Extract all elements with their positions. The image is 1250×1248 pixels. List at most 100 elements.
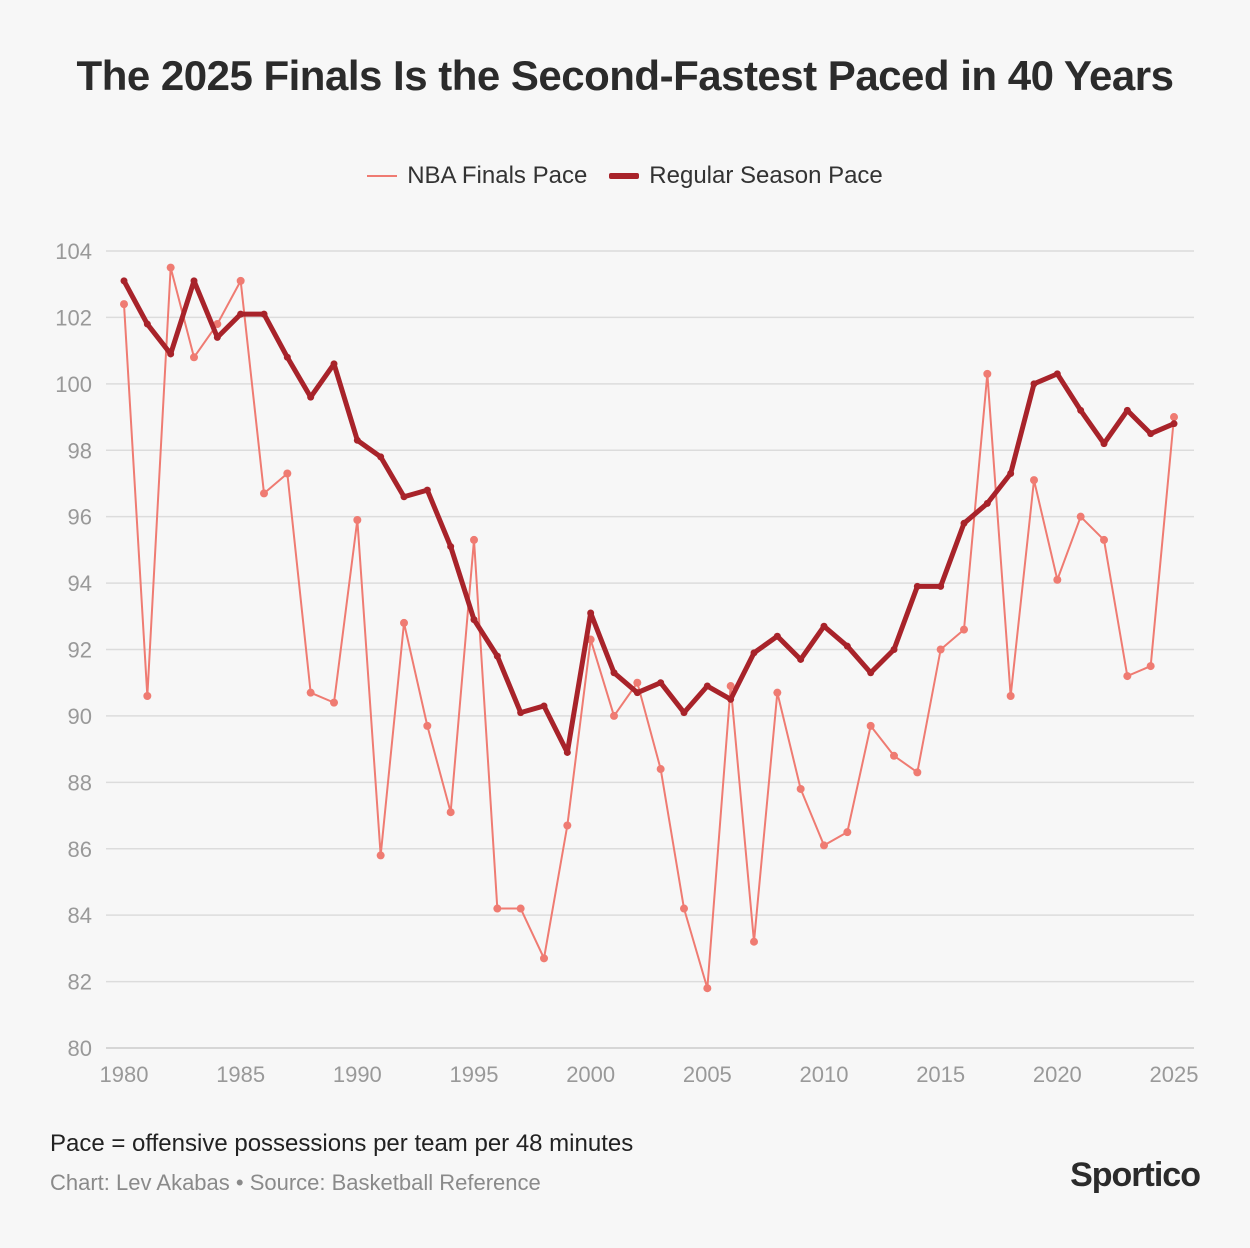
point-regular-2011 bbox=[843, 642, 851, 650]
x-tick-label-1990: 1990 bbox=[333, 1062, 382, 1087]
point-regular-2018 bbox=[1007, 469, 1015, 477]
y-axis-ticks: 80 82 84 86 88 90 92 94 96 98 100 102 104 bbox=[55, 239, 92, 1061]
point-regular-2024 bbox=[1147, 430, 1155, 438]
point-regular-1981 bbox=[143, 320, 151, 328]
y-tick-label-104: 104 bbox=[55, 239, 92, 264]
point-regular-2004 bbox=[680, 709, 688, 717]
point-regular-2010 bbox=[820, 622, 828, 630]
point-regular-1996 bbox=[493, 652, 501, 660]
point-finals-2004 bbox=[680, 904, 688, 913]
point-finals-2007 bbox=[750, 937, 758, 946]
point-finals-1998 bbox=[540, 954, 548, 963]
chart-legend: NBA Finals Pace Regular Season Pace bbox=[0, 162, 1250, 190]
point-finals-1996 bbox=[493, 904, 502, 913]
y-tick-label-100: 100 bbox=[55, 372, 92, 397]
series-line-finals bbox=[123, 266, 1175, 990]
point-finals-2009 bbox=[796, 784, 805, 793]
point-finals-1980 bbox=[120, 300, 128, 309]
legend-label-regular: Regular Season Pace bbox=[649, 162, 883, 189]
footnote: Pace = offensive possessions per team pe… bbox=[50, 1130, 634, 1157]
point-finals-1987 bbox=[283, 469, 292, 478]
y-tick-label-92: 92 bbox=[68, 638, 92, 663]
point-finals-2019 bbox=[1030, 476, 1038, 485]
point-regular-1994 bbox=[447, 543, 455, 551]
y-tick-label-84: 84 bbox=[68, 903, 92, 928]
legend-item-finals: NBA Finals Pace bbox=[367, 162, 587, 190]
point-finals-1994 bbox=[446, 808, 455, 817]
series-line-regular-season bbox=[121, 278, 1177, 755]
point-regular-1991 bbox=[377, 453, 385, 461]
point-finals-1990 bbox=[353, 515, 362, 524]
point-regular-2006 bbox=[727, 695, 735, 703]
point-regular-1999 bbox=[563, 748, 571, 756]
point-regular-2019 bbox=[1030, 380, 1038, 388]
point-finals-2005 bbox=[703, 984, 712, 993]
gridlines bbox=[106, 250, 1194, 1049]
point-regular-2002 bbox=[633, 689, 641, 697]
legend-item-regular: Regular Season Pace bbox=[609, 162, 883, 190]
y-tick-label-90: 90 bbox=[68, 704, 92, 729]
point-finals-1982 bbox=[166, 263, 175, 272]
y-tick-label-86: 86 bbox=[68, 837, 92, 862]
point-regular-1995 bbox=[470, 616, 478, 624]
point-finals-1986 bbox=[260, 489, 268, 498]
x-tick-label-2015: 2015 bbox=[916, 1062, 965, 1087]
point-finals-1999 bbox=[563, 821, 572, 830]
point-regular-2008 bbox=[773, 632, 781, 640]
point-regular-1982 bbox=[167, 350, 175, 358]
point-regular-2016 bbox=[960, 519, 968, 527]
point-finals-2013 bbox=[890, 751, 898, 760]
point-finals-1983 bbox=[190, 353, 198, 362]
point-finals-2024 bbox=[1146, 662, 1155, 671]
point-regular-2021 bbox=[1077, 406, 1085, 414]
point-regular-1985 bbox=[237, 310, 245, 318]
point-finals-2018 bbox=[1006, 691, 1015, 700]
point-finals-2023 bbox=[1123, 672, 1132, 681]
point-regular-2001 bbox=[610, 669, 618, 677]
point-regular-1997 bbox=[517, 709, 525, 717]
point-finals-1991 bbox=[376, 851, 385, 860]
point-regular-1993 bbox=[423, 486, 431, 494]
x-tick-label-2000: 2000 bbox=[566, 1062, 615, 1087]
point-regular-1986 bbox=[260, 310, 268, 318]
point-finals-1988 bbox=[306, 688, 315, 697]
point-finals-2001 bbox=[610, 711, 618, 720]
point-finals-2010 bbox=[820, 841, 828, 850]
point-regular-1998 bbox=[540, 702, 548, 710]
point-regular-2009 bbox=[797, 655, 805, 663]
point-finals-2021 bbox=[1076, 512, 1085, 521]
point-regular-2000 bbox=[587, 609, 595, 617]
y-tick-label-102: 102 bbox=[55, 305, 92, 330]
point-regular-1987 bbox=[283, 353, 291, 361]
point-finals-2011 bbox=[843, 828, 852, 837]
point-finals-2015 bbox=[936, 645, 945, 654]
point-regular-2013 bbox=[890, 646, 898, 653]
point-regular-2023 bbox=[1123, 406, 1131, 414]
point-finals-2002 bbox=[633, 678, 642, 687]
y-tick-label-82: 82 bbox=[68, 970, 92, 995]
y-tick-label-94: 94 bbox=[68, 571, 92, 596]
point-regular-2020 bbox=[1053, 370, 1061, 378]
point-regular-2014 bbox=[913, 582, 921, 590]
y-tick-label-88: 88 bbox=[68, 770, 92, 795]
x-axis-ticks: 1980 1985 1990 1995 2000 2005 2010 2015 2020 2025 bbox=[100, 1062, 1199, 1087]
chart-title: The 2025 Finals Is the Second-Fastest Pa… bbox=[76, 52, 1174, 99]
legend-swatch-regular bbox=[609, 173, 640, 179]
point-finals-1993 bbox=[423, 721, 432, 730]
point-finals-2020 bbox=[1053, 575, 1062, 584]
y-tick-label-98: 98 bbox=[68, 438, 92, 463]
point-finals-1989 bbox=[330, 698, 338, 707]
point-finals-2008 bbox=[773, 688, 782, 697]
point-regular-2012 bbox=[867, 669, 875, 677]
point-finals-1995 bbox=[470, 535, 478, 544]
point-regular-2007 bbox=[750, 649, 758, 657]
point-finals-1981 bbox=[143, 691, 152, 700]
point-regular-2003 bbox=[657, 679, 665, 687]
point-regular-1980 bbox=[120, 277, 128, 285]
point-finals-1985 bbox=[236, 276, 245, 285]
point-finals-2014 bbox=[913, 768, 922, 777]
x-tick-label-2025: 2025 bbox=[1150, 1062, 1199, 1087]
point-regular-2022 bbox=[1100, 440, 1108, 448]
point-finals-1997 bbox=[516, 904, 525, 913]
point-finals-2022 bbox=[1100, 535, 1108, 544]
